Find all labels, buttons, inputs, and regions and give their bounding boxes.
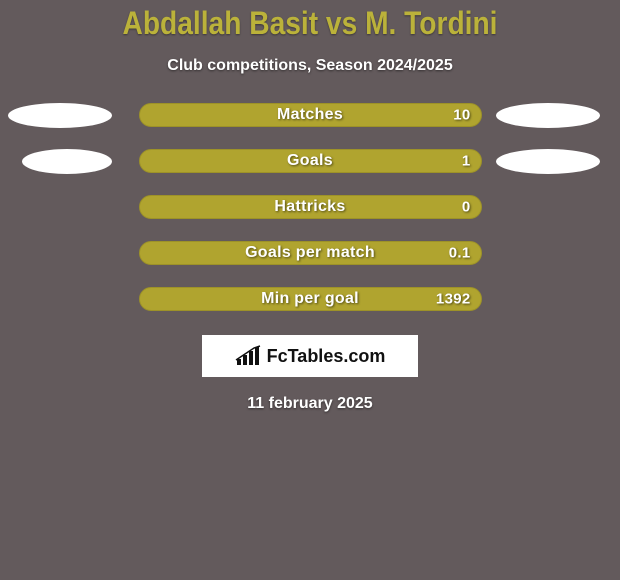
subtitle: Club competitions, Season 2024/2025 <box>0 57 620 75</box>
stat-label: Hattricks <box>274 198 345 216</box>
stat-row: Hattricks 0 <box>0 195 620 219</box>
stat-value: 1392 <box>436 291 471 308</box>
stat-bar: Hattricks 0 <box>139 195 482 219</box>
players-ellipse-left <box>8 103 112 128</box>
stat-label: Goals per match <box>245 244 375 262</box>
stat-bar: Goals per match 0.1 <box>139 241 482 265</box>
page-title: Abdallah Basit vs M. Tordini <box>37 6 583 41</box>
stat-row: Min per goal 1392 <box>0 287 620 311</box>
stat-label: Goals <box>287 152 333 170</box>
stat-row: Matches 10 <box>0 103 620 127</box>
stat-row: Goals 1 <box>0 149 620 173</box>
comparison-panel: Abdallah Basit vs M. Tordini Club compet… <box>0 0 620 580</box>
stat-bar: Goals 1 <box>139 149 482 173</box>
stat-value: 10 <box>453 107 470 124</box>
bar-chart-icon <box>235 345 261 367</box>
stat-value: 0 <box>462 199 471 216</box>
stat-row: Goals per match 0.1 <box>0 241 620 265</box>
stat-label: Min per goal <box>261 290 359 308</box>
players-ellipse-right <box>496 103 600 128</box>
stat-rows: Matches 10 Goals 1 Hattricks 0 Goals per match… <box>0 103 620 311</box>
stat-label: Matches <box>277 106 343 124</box>
brand-badge: FcTables.com <box>202 335 418 377</box>
players-ellipse-right <box>496 149 600 174</box>
stat-bar: Matches 10 <box>139 103 482 127</box>
stat-value: 0.1 <box>449 245 471 262</box>
date-line: 11 february 2025 <box>0 395 620 413</box>
stat-value: 1 <box>462 153 471 170</box>
stat-bar: Min per goal 1392 <box>139 287 482 311</box>
brand-text: FcTables.com <box>267 346 386 367</box>
players-ellipse-left <box>22 149 112 174</box>
